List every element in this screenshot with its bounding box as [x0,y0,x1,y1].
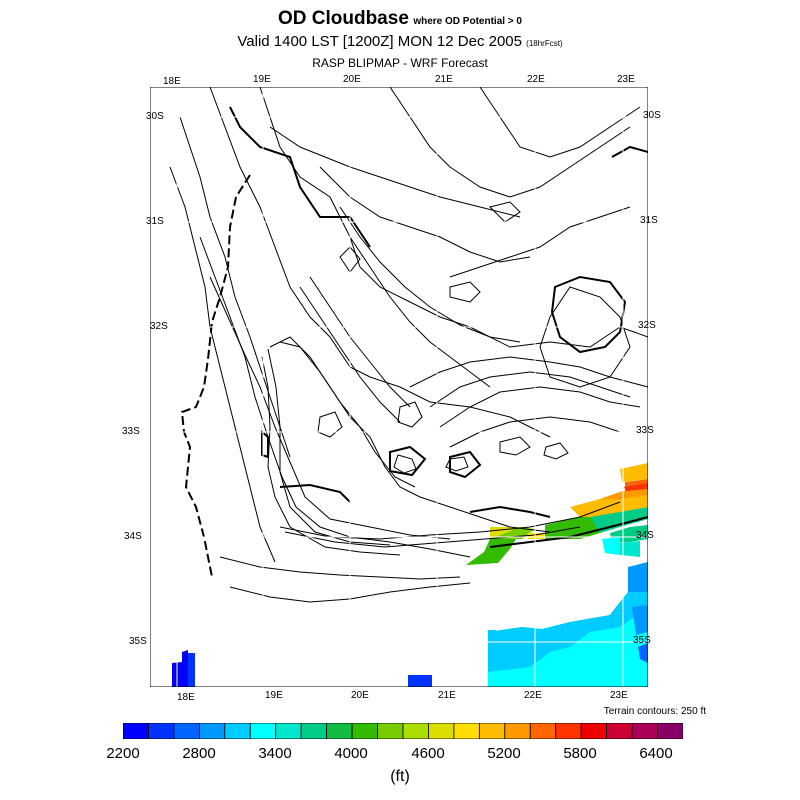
top-lon-label: 21E [435,74,453,85]
colorbar-tick-label: 5200 [487,745,521,762]
colorbar-swatch [275,723,302,739]
cloudbase-fill-blue-patches [172,650,432,687]
left-lat-label: 33S [122,426,140,437]
colorbar-tick-label: 4000 [334,745,368,762]
colorbar-swatch [428,723,455,739]
colorbar-tick-label: 2800 [182,745,216,762]
colorbar-tick-label: 6400 [639,745,673,762]
bottom-lon-label: 23E [610,690,628,701]
colorbar-tick-label: 2200 [106,745,140,762]
colorbar-tick-label: 4600 [411,745,445,762]
left-lat-label: 30S [146,111,164,122]
right-lat-label: 30S [643,110,661,121]
forecast-note: (18hrFcst) [526,39,563,48]
colorbar-swatch [249,723,277,739]
colorbar-tick-label: 3400 [258,745,292,762]
lat-lon-grid [150,87,648,687]
colorbar-swatch [402,723,429,739]
bottom-lon-label: 20E [351,690,369,701]
bottom-lon-label: 18E [177,692,195,703]
colorbar-swatch [657,723,683,739]
colorbar-swatch [326,723,353,739]
title-main: OD Cloudbase [277,8,409,29]
colorbar-swatch [224,723,251,739]
colorbar-swatch [148,723,175,739]
title-note: where OD Potential > 0 [413,16,522,27]
forecast-map [150,87,648,687]
colorbar-swatch [580,723,608,739]
top-lon-label: 20E [343,74,361,85]
colorbar-swatch [377,723,404,739]
cloudbase-fill-south [488,562,648,687]
colorbar-swatch [631,723,658,739]
valid-time-line: Valid 1400 LST [1200Z] MON 12 Dec 2005 (… [0,33,800,50]
left-lat-label: 32S [150,321,168,332]
colorbar-swatch [300,723,328,739]
top-lon-label: 18E [163,76,181,87]
colorbar-swatch [453,723,480,739]
colorbar-unit: (ft) [390,768,410,785]
colorbar [123,723,683,739]
right-lat-label: 35S [633,635,651,646]
colorbar-swatch [606,723,633,739]
colorbar-swatch [529,723,557,739]
terrain-contours [169,87,648,603]
right-lat-label: 33S [636,425,654,436]
terrain-contours-note: Terrain contours: 250 ft [603,706,706,717]
right-lat-label: 34S [636,530,654,541]
source-line: RASP BLIPMAP - WRF Forecast [312,56,488,70]
colorbar-swatch [123,723,149,739]
coastline [180,174,251,578]
colorbar-swatch [351,723,378,739]
left-lat-label: 35S [129,636,147,647]
bottom-lon-label: 21E [438,690,456,701]
colorbar-swatch [478,723,506,739]
colorbar-swatch [555,723,582,739]
top-lon-label: 19E [253,74,271,85]
colorbar-tick-label: 5800 [563,745,597,762]
bottom-lon-label: 22E [524,690,542,701]
colorbar-swatch [504,723,531,739]
top-lon-label: 22E [527,74,545,85]
right-lat-label: 32S [638,320,656,331]
top-lon-label: 23E [617,74,635,85]
valid-time-text: Valid 1400 LST [1200Z] MON 12 Dec 2005 [237,33,522,50]
bottom-lon-label: 19E [265,690,283,701]
right-lat-label: 31S [640,215,658,226]
chart-title: OD Cloudbase where OD Potential > 0 [0,8,800,30]
left-lat-label: 34S [124,531,142,542]
left-lat-label: 31S [146,216,164,227]
colorbar-swatch [198,723,226,739]
colorbar-swatch [173,723,200,739]
